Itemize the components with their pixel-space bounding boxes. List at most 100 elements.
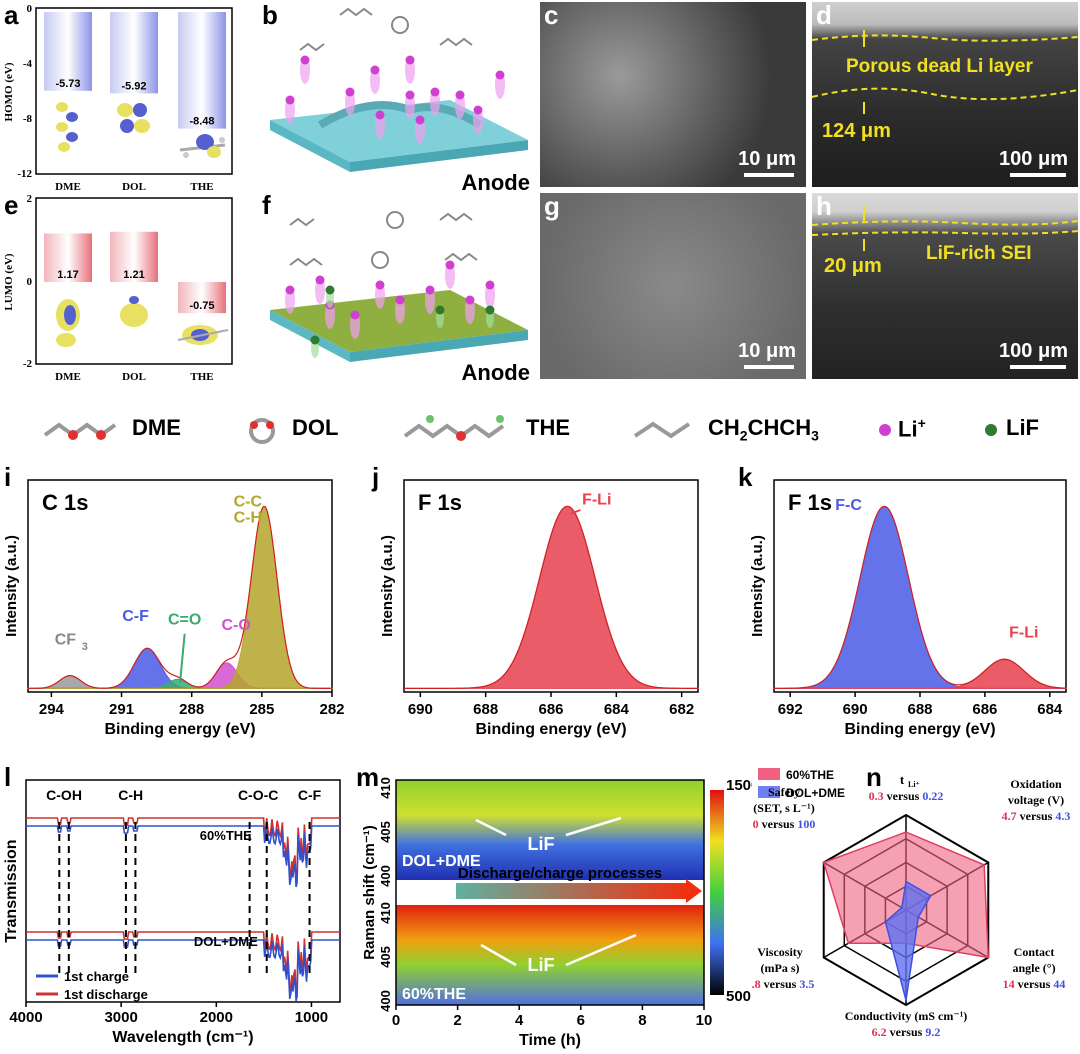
legend-ch2chch3: CH2CHCH3 xyxy=(708,415,819,443)
xps-xtick-label: 294 xyxy=(39,701,65,718)
ftir-marker-label: C-F xyxy=(298,787,322,803)
li-ion-8 xyxy=(445,260,455,270)
scale-text-d: 100 μm xyxy=(999,148,1068,170)
radar-axis-name: t xyxy=(900,772,905,787)
lif-arrow-1 xyxy=(565,816,622,837)
dead-li-thickness: 124 μm xyxy=(822,120,891,142)
li-ion-6 xyxy=(455,90,465,100)
xps-xtick-label: 291 xyxy=(109,701,134,718)
lumo-xtick-dme: DME xyxy=(55,371,81,383)
dol-homo-orbital-icon xyxy=(117,103,150,133)
ftir-frame xyxy=(25,779,341,1003)
bar-the xyxy=(178,12,226,129)
dol-lumo-orbital-icon xyxy=(120,296,148,327)
peak-label-fli-j: F-Li xyxy=(582,492,611,509)
radar-value-sep: versus xyxy=(761,977,800,991)
heatmap-ytick-label: 400 xyxy=(378,990,393,1012)
panel-label-i: i xyxy=(4,462,12,492)
lumo-ytick-1: 0 xyxy=(27,276,33,288)
li-ion-11 xyxy=(405,55,415,65)
xps-xtick-label: 686 xyxy=(972,701,997,718)
colorbar-min: 500 xyxy=(726,988,751,1005)
panel-label-k: k xyxy=(738,462,753,492)
li-ion-4 xyxy=(425,285,435,295)
radar-value-sep: versus xyxy=(1015,977,1054,991)
heatmap-top-map xyxy=(396,780,704,880)
ftir-xlabel: Wavelength (cm⁻¹) xyxy=(112,1029,253,1046)
radar-value-60the: 0.3 xyxy=(869,789,884,803)
radar-axis-values: 14 versus 44 xyxy=(1003,977,1066,991)
panel-label-e: e xyxy=(4,190,19,220)
sei-boundary-lines xyxy=(812,205,1078,251)
process-arrow-label: Discharge/charge processes xyxy=(458,865,662,882)
radar-value-60the: 14 xyxy=(1003,977,1015,991)
panel-label-a: a xyxy=(4,0,19,30)
heatmap-ytick-label: 405 xyxy=(378,946,393,968)
anode-schematic-lif: Anode xyxy=(270,211,530,385)
xps-ylabel: Intensity (a.u.) xyxy=(749,535,766,637)
radar-value-doldme: 9.2 xyxy=(925,1025,940,1039)
homo-ytick-1: -4 xyxy=(23,58,33,70)
radar-axis-name: Contact xyxy=(1014,945,1055,959)
xps-xtick-label: 282 xyxy=(319,701,344,718)
scale-bar-d xyxy=(1010,173,1066,177)
heatmap-xtick-label: 10 xyxy=(696,1012,713,1029)
panel-label-m: m xyxy=(356,762,380,792)
radar-value-60the: 4.7 xyxy=(1002,809,1017,823)
li-ion-0 xyxy=(285,95,295,105)
bar-dol xyxy=(110,12,158,94)
solvent-molecules-top xyxy=(299,7,473,52)
process-arrow-bar xyxy=(456,883,689,899)
ftir-marker-label: C-OH xyxy=(46,787,82,803)
li-ion-1 xyxy=(345,87,355,97)
radar-axis-sub: Li⁺ xyxy=(908,780,920,789)
xps-ylabel: Intensity (a.u.) xyxy=(379,535,396,637)
radar-value-doldme: 0.22 xyxy=(922,789,943,803)
radar-axis-label-5: Safety (SET, s L⁻¹) 0 versus 100 xyxy=(753,785,816,831)
legend-dme: DME xyxy=(132,415,181,440)
radar-area-doldme xyxy=(884,880,932,1001)
anode-label-f: Anode xyxy=(462,360,530,385)
xps-xtick-label: 686 xyxy=(538,701,563,718)
lif-arrow-2 xyxy=(480,943,517,967)
dme-molecule-icon xyxy=(43,422,117,440)
lif-particle-0 xyxy=(325,285,335,295)
ftir-legend-charge: 1st charge xyxy=(64,969,129,984)
radar-legend-doldme-swatch xyxy=(758,786,780,798)
li-ion-7 xyxy=(473,105,483,115)
xps-frame xyxy=(27,479,333,693)
radar-axis-name2: voltage (V) xyxy=(1008,793,1064,807)
xps-xtick-label: 690 xyxy=(843,701,868,718)
sem-image-c: c 10 μm xyxy=(540,2,806,187)
heatmap-ytick-label: 405 xyxy=(378,821,393,843)
li-ion-0 xyxy=(285,285,295,295)
ftir-doldme-charge xyxy=(26,939,340,1002)
radar-value-sep: versus xyxy=(887,1025,926,1039)
radar-axis-values: 0.3 versus 0.22 xyxy=(869,789,944,803)
radar-axis-name2: (SET, s L⁻¹) xyxy=(753,801,814,815)
peak-label-ch: C-H xyxy=(234,510,262,527)
peak-arrow-co-double xyxy=(179,633,186,683)
radar-value-sep: versus xyxy=(884,789,923,803)
li-ion-9 xyxy=(485,280,495,290)
heatmap-xtick-label: 6 xyxy=(577,1012,585,1029)
li-ion-icon xyxy=(879,424,891,436)
sei-thickness: 20 μm xyxy=(824,255,882,277)
ftir-annotation-60the: 60%THE xyxy=(200,828,252,843)
homo-ytick-2: -8 xyxy=(23,113,33,125)
radar-legend-doldme: DOL+DME xyxy=(786,786,845,800)
xps-f1s-chart-k: F 1s 692 690 688 686 684 Binding energy (eV) In… xyxy=(749,479,1067,738)
lumo-ytick-2: -2 xyxy=(23,358,33,370)
legend-ch2chch3-part1: CH xyxy=(708,415,740,440)
the-lumo-orbital-icon xyxy=(177,325,229,345)
legend-ch2chch3-part2: CHCH xyxy=(747,415,812,440)
radar-axis-name: Conductivity (mS cm⁻¹) xyxy=(845,1009,968,1023)
legend-lif: LiF xyxy=(1006,415,1039,440)
xps-xtick-label: 285 xyxy=(249,701,274,718)
radar-axis-name2: angle (°) xyxy=(1012,961,1055,975)
radar-axis-label-0: t Li⁺0.3 versus 0.22 xyxy=(869,772,944,803)
ftir-xtick-label: 3000 xyxy=(104,1009,137,1026)
ftir-ylabel: Transmission xyxy=(3,839,20,942)
colorbar-max: 1500 xyxy=(726,777,752,794)
